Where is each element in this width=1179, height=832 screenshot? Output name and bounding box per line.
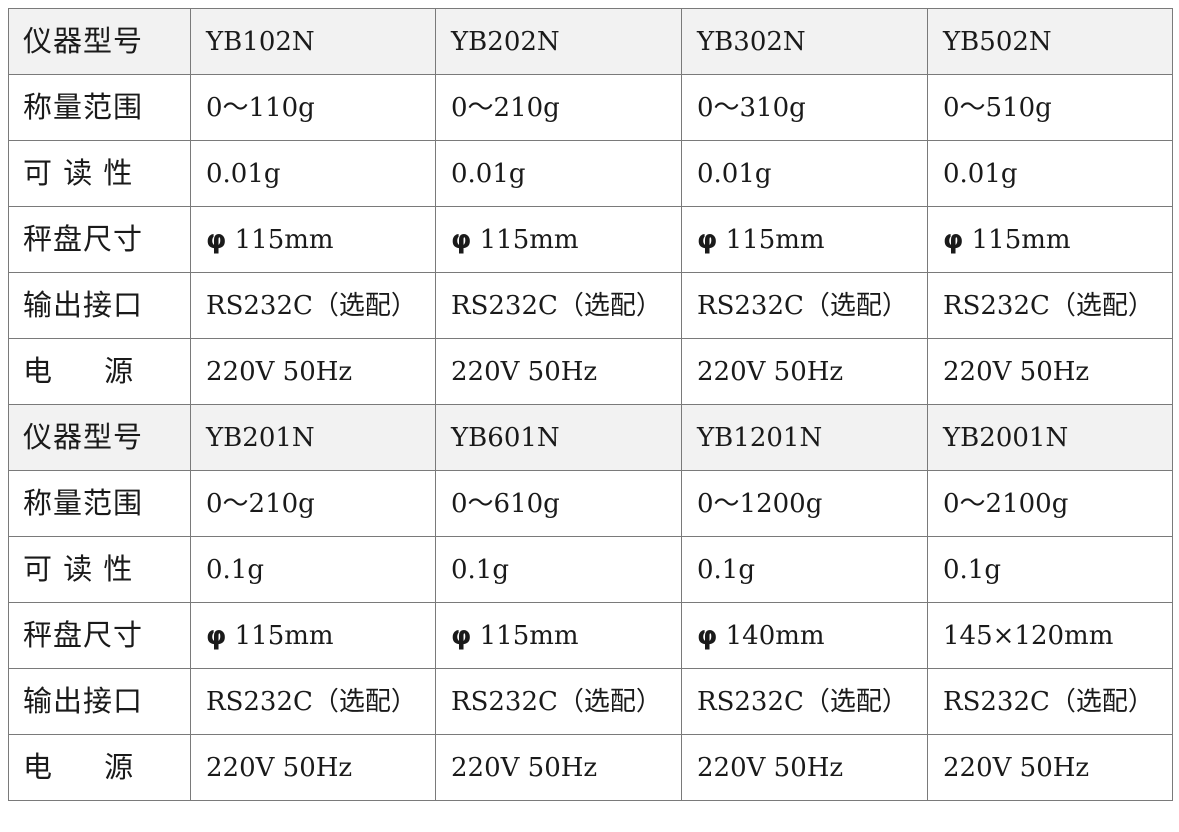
table-cell: 0.01g (681, 140, 928, 207)
row-label-cell: 秤盘尺寸 (8, 206, 191, 273)
model-label-cell: 仪器型号 (8, 404, 191, 471)
table-cell: φ 140mm (681, 602, 928, 669)
table-cell: 220V 50Hz (190, 734, 436, 801)
row-label-cell: 可 读 性 (8, 536, 191, 603)
table-row: 输出接口 RS232C（选配） RS232C（选配） RS232C（选配） RS232C… (8, 668, 1173, 735)
row-label-cell: 电 源 (8, 338, 191, 405)
table-cell: 220V 50Hz (681, 734, 928, 801)
table-cell: φ 115mm (681, 206, 928, 273)
table-cell: RS232C（选配） (435, 668, 682, 735)
table-cell: 220V 50Hz (435, 734, 682, 801)
table-cell: 0.1g (681, 536, 928, 603)
table-cell: RS232C（选配） (681, 668, 928, 735)
table-cell: RS232C（选配） (435, 272, 682, 339)
table-cell: 0～310g (681, 74, 928, 141)
table-row: 输出接口 RS232C（选配） RS232C（选配） RS232C（选配） RS232C… (8, 272, 1173, 339)
table-cell: 0～210g (435, 74, 682, 141)
model-name-cell: YB202N (435, 8, 682, 75)
table-cell: 0～2100g (927, 470, 1173, 537)
table-cell: 0.1g (435, 536, 682, 603)
model-name-cell: YB102N (190, 8, 436, 75)
row-label-cell: 可 读 性 (8, 140, 191, 207)
table-cell: 0～110g (190, 74, 436, 141)
model-name-cell: YB601N (435, 404, 682, 471)
table-row: 电 源 220V 50Hz 220V 50Hz 220V 50Hz 220V 50Hz (8, 734, 1173, 801)
table-cell: φ 115mm (435, 206, 682, 273)
model-header-row: 仪器型号 YB102N YB202N YB302N YB502N (8, 8, 1173, 75)
diameter-symbol: φ (206, 620, 227, 651)
table-row: 可 读 性 0.1g 0.1g 0.1g 0.1g (8, 536, 1173, 603)
diameter-symbol: φ (451, 224, 472, 255)
table-cell: φ 115mm (927, 206, 1173, 273)
table-cell: RS232C（选配） (681, 272, 928, 339)
spec-table: 仪器型号 YB102N YB202N YB302N YB502N 称量范围 0～110g 0～… (8, 8, 1173, 801)
table-cell: 0.01g (190, 140, 436, 207)
diameter-symbol: φ (451, 620, 472, 651)
model-name-cell: YB1201N (681, 404, 928, 471)
row-label-cell: 输出接口 (8, 668, 191, 735)
table-cell: φ 115mm (435, 602, 682, 669)
model-header-row: 仪器型号 YB201N YB601N YB1201N YB2001N (8, 404, 1173, 471)
table-cell: 0～210g (190, 470, 436, 537)
table-cell: 220V 50Hz (927, 338, 1173, 405)
model-label-cell: 仪器型号 (8, 8, 191, 75)
model-name-cell: YB302N (681, 8, 928, 75)
table-row: 秤盘尺寸 φ 115mm φ 115mm φ 140mm 145×120mm (8, 602, 1173, 669)
row-label-cell: 称量范围 (8, 470, 191, 537)
table-cell: 0.01g (927, 140, 1173, 207)
diameter-symbol: φ (697, 620, 718, 651)
table-cell: RS232C（选配） (190, 272, 436, 339)
table-cell: 0.1g (190, 536, 436, 603)
model-name-cell: YB201N (190, 404, 436, 471)
table-row: 秤盘尺寸 φ 115mm φ 115mm φ 115mm φ 115mm (8, 206, 1173, 273)
table-cell: 0～510g (927, 74, 1173, 141)
model-name-cell: YB2001N (927, 404, 1173, 471)
table-cell: RS232C（选配） (927, 668, 1173, 735)
table-cell: 220V 50Hz (681, 338, 928, 405)
table-cell: 0～1200g (681, 470, 928, 537)
diameter-symbol: φ (206, 224, 227, 255)
table-cell: 220V 50Hz (190, 338, 436, 405)
table-cell: φ 115mm (190, 602, 436, 669)
table-cell: 145×120mm (927, 602, 1173, 669)
table-row: 称量范围 0～210g 0～610g 0～1200g 0～2100g (8, 470, 1173, 537)
row-label-cell: 称量范围 (8, 74, 191, 141)
diameter-symbol: φ (943, 224, 964, 255)
diameter-symbol: φ (697, 224, 718, 255)
row-label-cell: 电 源 (8, 734, 191, 801)
table-cell: RS232C（选配） (190, 668, 436, 735)
table-cell: 220V 50Hz (435, 338, 682, 405)
table-cell: RS232C（选配） (927, 272, 1173, 339)
table-cell: φ 115mm (190, 206, 436, 273)
table-row: 电 源 220V 50Hz 220V 50Hz 220V 50Hz 220V 50Hz (8, 338, 1173, 405)
table-cell: 0.1g (927, 536, 1173, 603)
table-cell: 0.01g (435, 140, 682, 207)
spec-table-body: 仪器型号 YB102N YB202N YB302N YB502N 称量范围 0～110g 0～… (8, 8, 1173, 801)
row-label-cell: 输出接口 (8, 272, 191, 339)
model-name-cell: YB502N (927, 8, 1173, 75)
row-label-cell: 秤盘尺寸 (8, 602, 191, 669)
table-row: 可 读 性 0.01g 0.01g 0.01g 0.01g (8, 140, 1173, 207)
table-row: 称量范围 0～110g 0～210g 0～310g 0～510g (8, 74, 1173, 141)
table-cell: 220V 50Hz (927, 734, 1173, 801)
table-cell: 0～610g (435, 470, 682, 537)
